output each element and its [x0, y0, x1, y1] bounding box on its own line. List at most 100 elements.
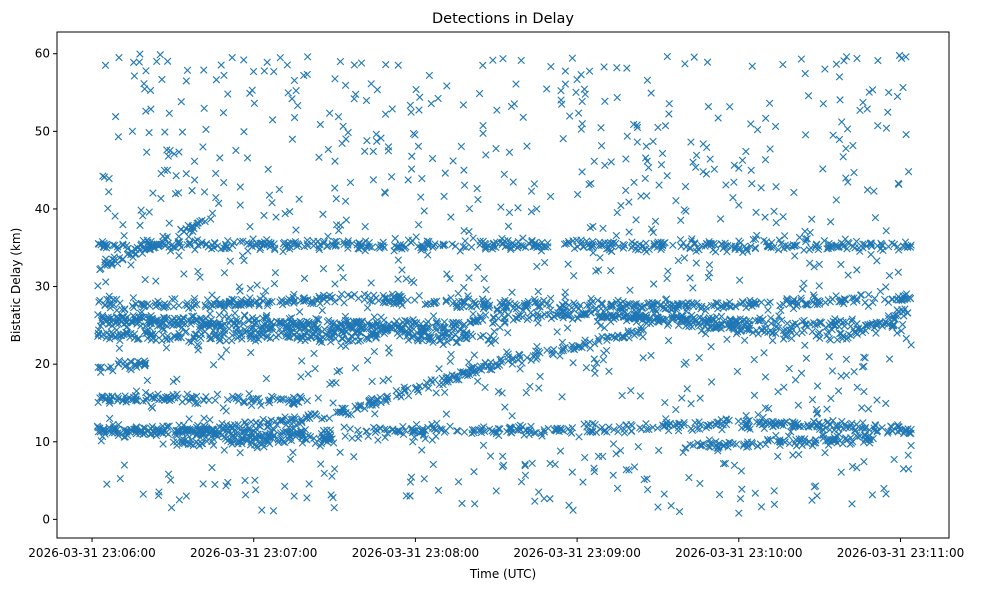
- data-point-stroke: [385, 298, 393, 306]
- data-point: [326, 291, 334, 299]
- data-point-stroke: [133, 243, 141, 252]
- data-point: [388, 290, 397, 298]
- data-point-stroke: [479, 298, 487, 306]
- data-point-stroke: [390, 300, 398, 308]
- data-point-stroke: [262, 313, 270, 321]
- data-point-stroke: [442, 298, 450, 306]
- data-point: [190, 294, 199, 303]
- data-point-stroke: [113, 306, 121, 315]
- chart-title: Detections in Delay: [432, 11, 574, 27]
- data-point-stroke: [471, 300, 480, 308]
- data-point-stroke: [411, 296, 419, 304]
- data-point: [337, 290, 346, 298]
- data-point: [227, 298, 235, 306]
- data-point-stroke: [154, 297, 162, 305]
- data-point: [168, 295, 176, 303]
- data-point-stroke: [717, 312, 726, 321]
- data-point-stroke: [161, 303, 170, 311]
- data-point-stroke: [464, 295, 473, 303]
- data-point-stroke: [155, 300, 164, 309]
- data-point-stroke: [488, 319, 497, 327]
- data-point: [861, 298, 869, 307]
- data-point-stroke: [207, 215, 215, 223]
- data-point: [385, 298, 393, 306]
- data-point: [366, 297, 374, 305]
- data-point: [430, 297, 438, 306]
- data-point: [864, 290, 873, 299]
- data-point-stroke: [455, 297, 463, 306]
- data-layer: [93, 50, 915, 517]
- data-point: [244, 316, 253, 325]
- data-point-stroke: [255, 302, 263, 310]
- data-point: [316, 299, 324, 308]
- data-point: [484, 302, 492, 311]
- data-point-stroke: [469, 310, 477, 318]
- data-point-stroke: [116, 299, 124, 307]
- data-point-stroke: [112, 295, 121, 304]
- data-point-stroke: [848, 317, 856, 325]
- data-point: [101, 258, 109, 266]
- data-point-stroke: [403, 296, 412, 304]
- data-point-stroke: [533, 309, 541, 317]
- data-point-stroke: [208, 209, 217, 217]
- data-point: [164, 302, 172, 311]
- data-point-stroke: [118, 305, 126, 314]
- data-point: [217, 301, 225, 309]
- data-point: [275, 318, 283, 327]
- data-point: [171, 295, 179, 303]
- data-point: [403, 296, 412, 304]
- data-point: [876, 287, 885, 296]
- data-point: [128, 247, 136, 256]
- data-point: [395, 390, 404, 399]
- data-point: [130, 303, 138, 312]
- data-point-stroke: [337, 290, 346, 298]
- data-point: [534, 319, 542, 327]
- data-point-stroke: [188, 312, 196, 321]
- data-point: [469, 310, 477, 318]
- data-point-stroke: [103, 259, 112, 267]
- data-point-stroke: [354, 294, 363, 303]
- data-point-stroke: [842, 318, 850, 326]
- data-point-stroke: [159, 232, 167, 241]
- data-point-stroke: [190, 294, 199, 303]
- data-point-stroke: [259, 297, 267, 305]
- data-point: [159, 232, 167, 241]
- data-point: [315, 292, 323, 300]
- data-point: [379, 298, 387, 307]
- data-point: [756, 317, 764, 325]
- data-point-stroke: [344, 291, 352, 299]
- data-point: [290, 290, 298, 299]
- data-point-stroke: [423, 300, 432, 308]
- data-point: [395, 290, 403, 299]
- data-point: [237, 296, 246, 304]
- data-point-stroke: [453, 302, 461, 310]
- data-point: [307, 299, 315, 308]
- data-point-stroke: [389, 293, 397, 301]
- data-point-stroke: [568, 315, 577, 323]
- data-point: [201, 217, 209, 226]
- data-point-stroke: [304, 296, 312, 304]
- data-point-stroke: [460, 297, 468, 305]
- data-point-stroke: [190, 224, 198, 233]
- data-point: [430, 299, 438, 308]
- data-point-stroke: [366, 297, 374, 305]
- data-point-stroke: [395, 292, 404, 301]
- data-point-stroke: [383, 294, 391, 302]
- data-point-stroke: [137, 300, 145, 308]
- data-point: [568, 315, 577, 323]
- data-point: [263, 299, 272, 307]
- data-point-stroke: [340, 299, 348, 307]
- data-point-stroke: [315, 292, 323, 300]
- data-point: [161, 303, 170, 311]
- data-point-stroke: [106, 301, 114, 309]
- data-point-stroke: [472, 302, 481, 310]
- data-point: [881, 295, 889, 304]
- data-point-stroke: [388, 290, 397, 298]
- data-point-stroke: [732, 318, 740, 326]
- data-point-stroke: [128, 247, 136, 256]
- data-point-stroke: [207, 301, 215, 309]
- data-point: [846, 322, 855, 331]
- data-point: [218, 419, 226, 428]
- data-point-stroke: [326, 294, 334, 303]
